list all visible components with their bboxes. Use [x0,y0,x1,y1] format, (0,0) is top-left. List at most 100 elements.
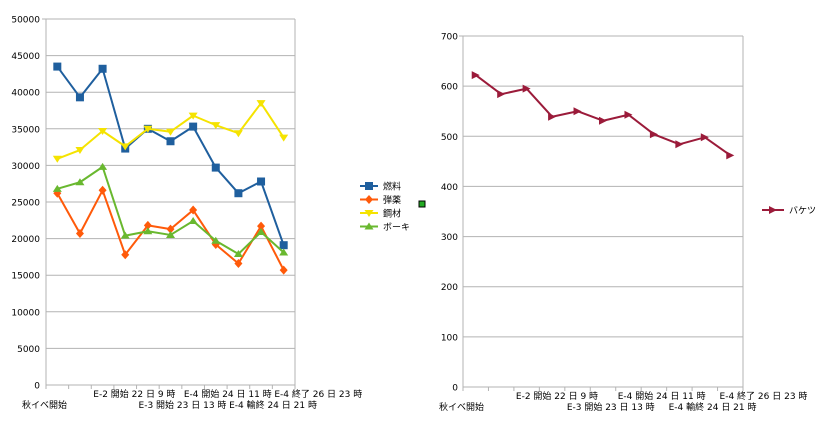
x-tick-label: E-4 開始 24 日 11 時 [184,388,272,400]
x-tick-label: E-4 終了 26 日 23 時 [720,390,808,402]
legend-marker [364,210,374,217]
legend-marker [364,222,374,230]
y-tick-label: 0 [452,384,458,394]
legend-label: 燃料 [383,181,401,193]
y-tick-label: 45000 [11,52,40,62]
bucket-chart: 0 100 200 300 400 500 600 700 秋イベ開始 E-2 開始 22 日 9… [439,33,816,414]
stray-legend-marker [418,200,426,208]
data-point [726,151,735,160]
x-tick-label: E-2 開始 22 日 9 時 [516,390,598,402]
data-point [257,177,266,186]
x-tick-label: 秋イベ開始 [439,401,484,413]
data-point [522,84,531,93]
resource-chart: 0 5000 10000 15000 20000 25000 30000 35000 40000… [11,16,410,412]
data-point [98,185,107,195]
series-燃料 [53,62,288,250]
legend-marker [769,206,777,214]
data-point [279,265,288,275]
legend-marker [365,182,373,190]
x-tick-label: E-4 輸終 24 日 21 時 [669,401,757,413]
data-point [120,143,130,151]
data-point [279,134,289,142]
data-point [675,140,684,149]
data-point [120,231,130,239]
data-point [257,221,266,231]
legend-label: 鋼材 [383,208,401,220]
x-tick-label: E-4 終了 26 日 23 時 [274,388,362,400]
data-point [143,227,153,235]
data-point [75,93,84,102]
x-tick-label: E-4 輸終 24 日 21 時 [229,399,317,411]
y-tick-label: 700 [441,33,458,43]
y-tick-label: 500 [441,133,458,143]
y-tick-label: 30000 [11,162,40,172]
y-tick-label: 40000 [11,89,40,99]
data-point [143,220,152,230]
data-point [471,71,480,80]
legend-entry: バケツ [762,206,816,217]
legend-entry: 弾薬 [360,194,401,206]
data-point [75,228,84,238]
data-point [121,250,130,260]
data-point [234,258,243,268]
legend-label: ボーキ [383,222,410,233]
data-point [497,90,506,99]
legend-entry: 鋼材 [360,208,401,220]
y-tick-label: 400 [441,183,458,193]
series-line [475,74,731,157]
data-point [624,110,633,119]
data-point [98,162,108,170]
series-line [56,65,285,246]
data-point [233,130,243,138]
data-point [188,112,198,120]
data-point [53,62,62,71]
data-point [211,236,221,244]
data-point [700,133,709,142]
data-point [52,184,62,192]
data-point [189,122,198,131]
y-tick-label: 50000 [11,16,40,26]
data-point [166,128,175,136]
data-point [211,122,221,130]
data-point [75,147,85,155]
data-point [573,107,582,116]
x-tick-label: E-2 開始 22 日 9 時 [93,388,175,400]
y-tick-label: 25000 [11,199,40,209]
data-point [234,189,243,198]
y-tick-label: 600 [441,83,458,93]
y-tick-label: 100 [441,333,458,343]
data-point [256,100,266,108]
y-tick-label: 0 [34,382,40,392]
data-point [548,112,557,121]
data-point [75,178,85,186]
legend-marker [365,195,373,204]
data-point [98,64,107,73]
series-バケツ [471,71,735,160]
data-point [189,205,198,215]
y-tick-label: 10000 [11,308,40,318]
data-point [166,224,175,234]
data-point [143,125,153,133]
data-point [52,155,62,163]
data-point [649,130,658,139]
legend-entry: 燃料 [360,181,401,193]
series-ボーキ [52,162,289,257]
data-point [211,163,220,172]
x-tick-label: E-3 開始 23 日 13 時 [567,401,655,413]
y-tick-label: 300 [441,233,458,243]
data-point [233,249,243,257]
x-tick-label: 秋イベ開始 [22,399,67,411]
x-tick-label: E-4 開始 24 日 11 時 [618,390,706,402]
x-tick-label: E-3 開始 23 日 13 時 [139,399,227,411]
series-鋼材 [52,100,289,163]
data-point [256,228,266,236]
data-point [166,230,175,238]
y-tick-label: 5000 [17,345,40,355]
legend-entry: ボーキ [360,222,410,233]
data-point [279,241,288,250]
y-tick-label: 15000 [11,272,40,282]
data-point [279,248,289,256]
data-point [166,137,175,146]
y-tick-label: 200 [441,283,458,293]
